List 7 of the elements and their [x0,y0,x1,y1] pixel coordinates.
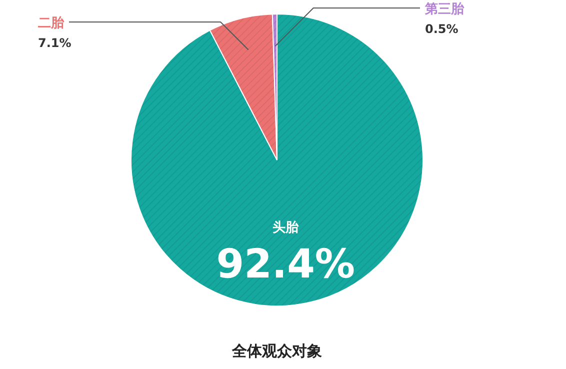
text: 全体观众对象 [231,342,322,360]
slice-label: 第三胎 [424,2,465,17]
data-label: 0.5% [425,22,458,36]
data-label: 7.1% [38,36,72,50]
slice-label: 二胎 [38,16,65,31]
slice-label: 头胎 [272,220,300,236]
data-label: 92.4% [216,241,356,288]
